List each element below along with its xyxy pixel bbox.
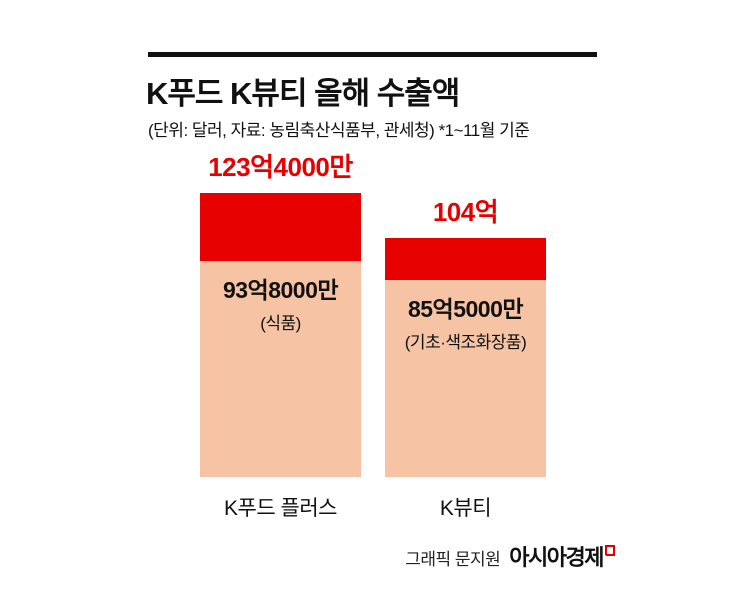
page-title: K푸드 K뷰티 올해 수출액 (146, 76, 460, 111)
category-label-kfood-plus: K푸드 플러스 (224, 497, 337, 520)
bar-bottom-segment-food: 93억8000만 (식품) (200, 261, 361, 477)
speech-bubble-icon (605, 545, 615, 556)
bar-column-kfood-plus: 93억8000만 (식품) (200, 193, 361, 477)
segment-value-label: 93억8000만 (222, 277, 339, 303)
bar-column-kbeauty: 85억5000만 (기초·색조화장품) (385, 238, 546, 477)
segment-sublabel: (식품) (260, 314, 301, 333)
total-value-label: 104억 (432, 197, 499, 227)
segment-sublabel: (기초·색조화장품) (404, 333, 527, 352)
category-label-kbeauty: K뷰티 (439, 497, 492, 520)
segment-value-label: 85억5000만 (407, 296, 524, 322)
graphic-credit-name: 그래픽 문지원 (405, 550, 501, 569)
total-value-label: 123억4000만 (208, 152, 353, 182)
bar-group-kbeauty: 104억 85억5000만 (기초·색조화장품) K뷰티 (385, 192, 546, 520)
bar-bottom-segment-cosmetics: 85억5000만 (기초·색조화장품) (385, 280, 546, 477)
bar-group-kfood-plus: 123억4000만 93억8000만 (식품) K푸드 플러스 (200, 147, 361, 520)
brand-logo-text: 아시아경제 (509, 540, 615, 572)
chart-subtitle-unit-source: (단위: 달러, 자료: 농림축산식품부, 관세청) *1~11월 기준 (148, 121, 530, 140)
brand-name: 아시아경제 (509, 545, 604, 570)
title-divider-rule (148, 52, 597, 57)
credit-line: 그래픽 문지원 아시아경제 (405, 540, 615, 572)
